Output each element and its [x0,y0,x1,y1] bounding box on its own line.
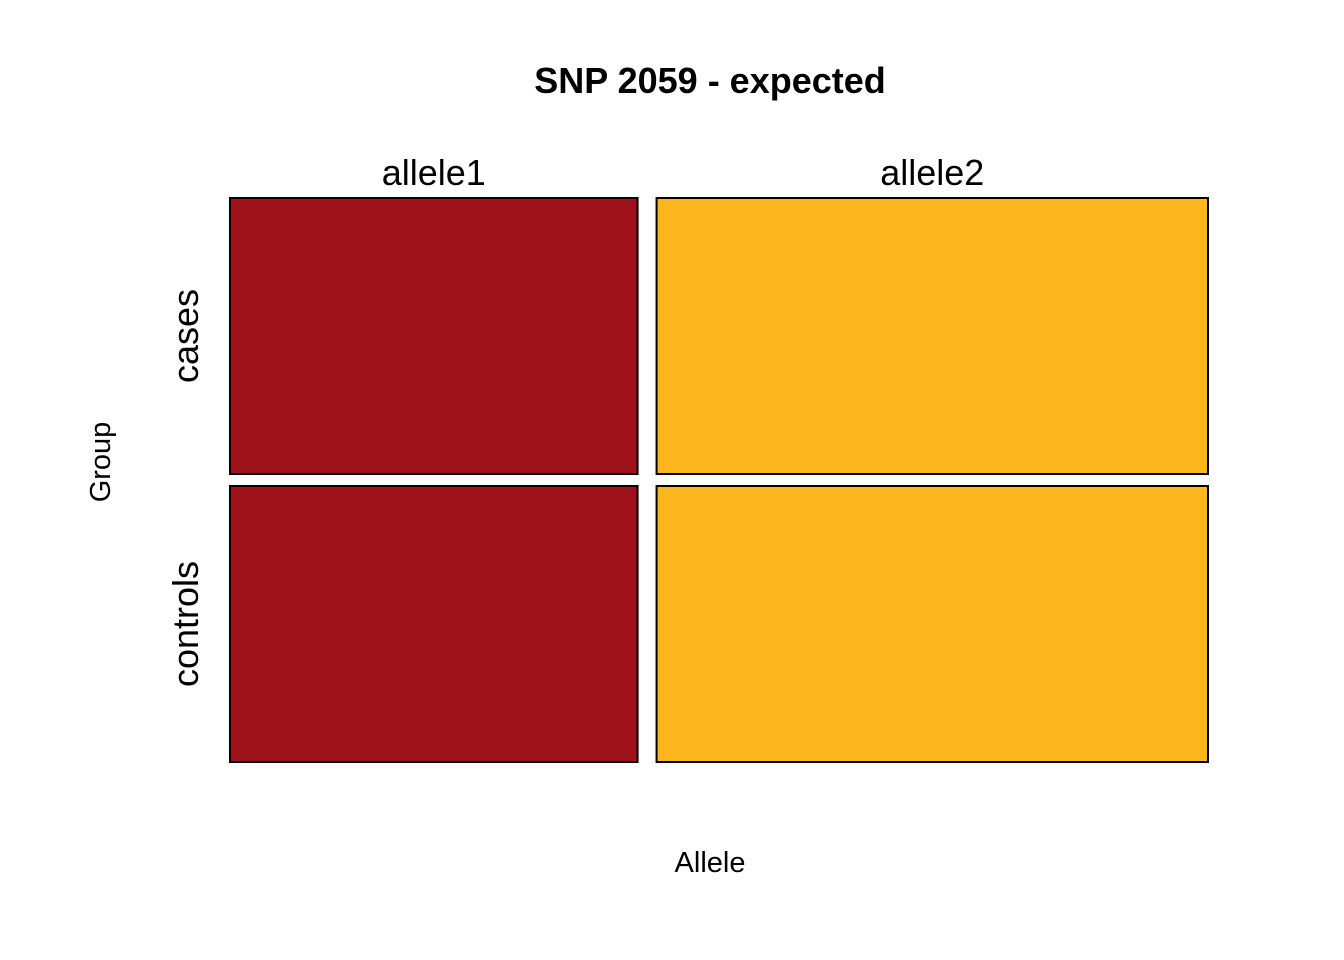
column-label-allele2: allele2 [880,152,984,193]
cell-allele1-cases [229,197,639,475]
x-axis-label: Allele [675,847,746,879]
chart-title: SNP 2059 - expected [534,60,886,101]
row-label-cases: cases [165,289,206,383]
row-labels: cases controls [165,289,206,687]
cell-allele2-controls [655,485,1209,763]
cell-allele2-cases [655,197,1209,475]
row-label-controls: controls [165,561,206,687]
column-labels: allele1 allele2 [382,152,985,193]
column-label-allele1: allele1 [382,152,486,193]
cell-allele1-controls [229,485,639,763]
mosaic-cells [229,197,1209,763]
y-axis-label: Group [85,422,117,503]
